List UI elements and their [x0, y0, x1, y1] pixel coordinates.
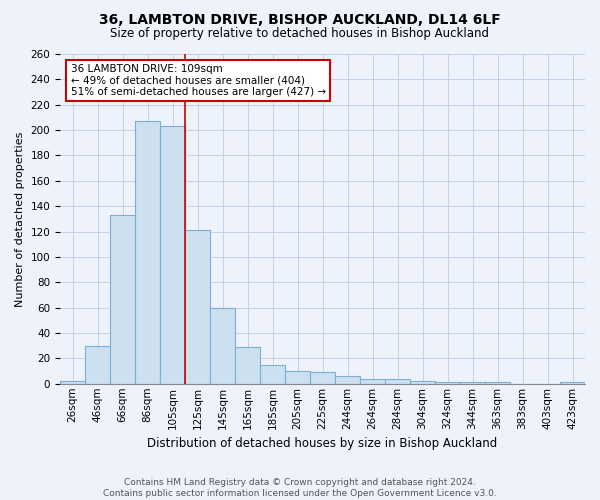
Text: Size of property relative to detached houses in Bishop Auckland: Size of property relative to detached ho…: [110, 28, 490, 40]
Bar: [560, 382, 585, 384]
Text: Contains HM Land Registry data © Crown copyright and database right 2024.
Contai: Contains HM Land Registry data © Crown c…: [103, 478, 497, 498]
Bar: [210, 308, 235, 384]
Bar: [485, 382, 510, 384]
Bar: [235, 347, 260, 384]
Bar: [135, 121, 160, 384]
Bar: [435, 382, 460, 384]
Bar: [410, 381, 435, 384]
Bar: [460, 382, 485, 384]
Text: 36 LAMBTON DRIVE: 109sqm
← 49% of detached houses are smaller (404)
51% of semi-: 36 LAMBTON DRIVE: 109sqm ← 49% of detach…: [71, 64, 326, 97]
Bar: [85, 346, 110, 384]
Bar: [110, 215, 135, 384]
Bar: [335, 376, 360, 384]
Text: 36, LAMBTON DRIVE, BISHOP AUCKLAND, DL14 6LF: 36, LAMBTON DRIVE, BISHOP AUCKLAND, DL14…: [99, 12, 501, 26]
Bar: [185, 230, 210, 384]
Bar: [260, 364, 285, 384]
Bar: [385, 378, 410, 384]
Bar: [285, 371, 310, 384]
Bar: [360, 378, 385, 384]
Bar: [310, 372, 335, 384]
X-axis label: Distribution of detached houses by size in Bishop Auckland: Distribution of detached houses by size …: [148, 437, 497, 450]
Bar: [160, 126, 185, 384]
Bar: [60, 381, 85, 384]
Y-axis label: Number of detached properties: Number of detached properties: [15, 131, 25, 306]
